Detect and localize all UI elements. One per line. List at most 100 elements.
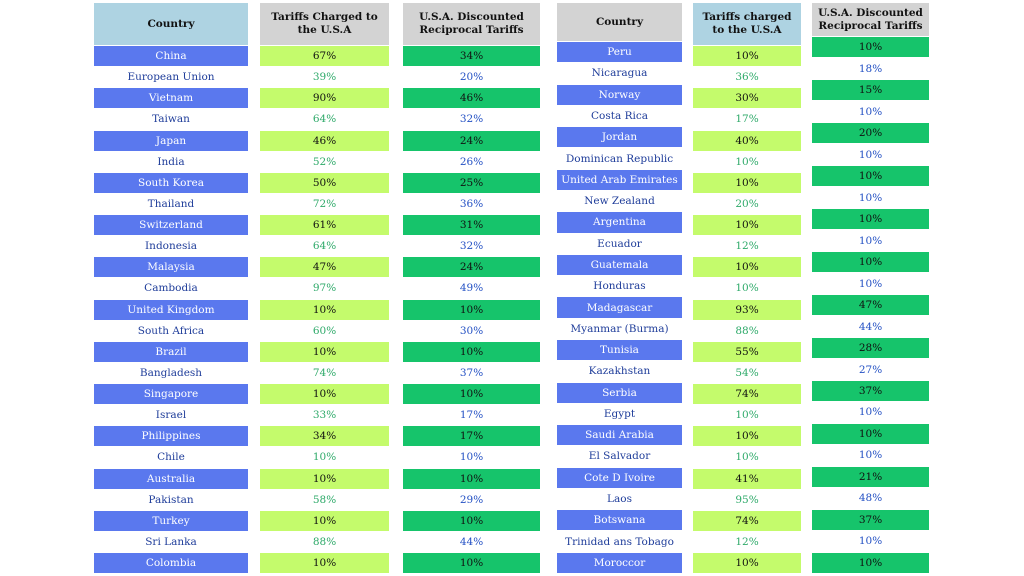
discounted-tariff-cell: 10% <box>812 164 929 187</box>
country-cell: Costa Rica <box>557 104 682 127</box>
country-cell: Cote D Ivoire <box>557 466 682 488</box>
discounted-tariff-cell: 44% <box>812 315 929 337</box>
left-discounted-column: U.S.A. Discounted Reciprocal Tariffs 34%… <box>403 3 540 574</box>
charged-tariff-cell: 95% <box>693 488 801 510</box>
discounted-tariff-cell: 37% <box>812 508 929 531</box>
discounted-tariff-cell: 10% <box>812 272 929 294</box>
discounted-tariff-cell: 46% <box>403 87 540 109</box>
discounted-tariff-cell: 49% <box>403 277 540 299</box>
charged-tariff-cell: 67% <box>260 45 389 67</box>
charged-tariff-cell: 58% <box>260 488 389 510</box>
charged-tariff-cell: 39% <box>260 66 389 88</box>
left-country-rows: China European Union Vietnam Taiwan Japan Ind… <box>94 45 248 574</box>
left-discounted-header: U.S.A. Discounted Reciprocal Tariffs <box>403 3 540 45</box>
discounted-tariff-cell: 10% <box>812 422 929 445</box>
charged-tariff-cell: 10% <box>693 552 801 574</box>
discounted-tariff-cell: 47% <box>812 293 929 316</box>
country-cell: Egypt <box>557 402 682 425</box>
charged-tariff-cell: 10% <box>260 340 389 362</box>
country-cell: South Africa <box>94 319 248 341</box>
discounted-tariff-cell: 10% <box>812 551 929 574</box>
country-cell: Nicaragua <box>557 62 682 84</box>
charged-tariff-cell: 72% <box>260 192 389 214</box>
discounted-tariff-cell: 10% <box>403 467 540 489</box>
discounted-tariff-cell: 20% <box>812 121 929 144</box>
country-cell: Chile <box>94 446 248 468</box>
right-country-header: Country <box>557 3 682 41</box>
charged-tariff-cell: 10% <box>693 277 801 299</box>
charged-tariff-cell: 10% <box>260 383 389 405</box>
country-cell: China <box>94 45 248 67</box>
charged-tariff-cell: 17% <box>693 108 801 130</box>
discounted-tariff-cell: 24% <box>403 256 540 278</box>
discounted-tariff-cell: 18% <box>812 57 929 79</box>
charged-tariff-cell: 60% <box>260 319 389 341</box>
charged-tariff-cell: 88% <box>693 319 801 341</box>
country-cell: United Kingdom <box>94 298 248 320</box>
country-cell: Moroccor <box>557 551 682 574</box>
discounted-tariff-cell: 10% <box>812 143 929 165</box>
country-cell: Bangladesh <box>94 361 248 383</box>
charged-tariff-cell: 74% <box>260 361 389 383</box>
discounted-tariff-cell: 17% <box>403 404 540 426</box>
discounted-tariff-cell: 10% <box>403 552 540 574</box>
charged-tariff-cell: 10% <box>693 446 801 468</box>
right-country-rows: Peru Nicaragua Norway Costa Rica Jordan Domin… <box>557 41 682 574</box>
charged-tariff-cell: 10% <box>260 509 389 531</box>
country-cell: Singapore <box>94 383 248 405</box>
country-cell: Peru <box>557 41 682 63</box>
charged-tariff-cell: 10% <box>693 256 801 278</box>
discounted-tariff-cell: 10% <box>812 100 929 122</box>
discounted-tariff-cell: 27% <box>812 358 929 380</box>
discounted-tariff-cell: 21% <box>812 465 929 488</box>
discounted-tariff-cell: 17% <box>403 425 540 447</box>
charged-tariff-cell: 10% <box>693 214 801 236</box>
charged-tariff-cell: 64% <box>260 108 389 130</box>
country-cell: Brazil <box>94 340 248 362</box>
discounted-tariff-cell: 34% <box>403 45 540 67</box>
country-cell: Vietnam <box>94 87 248 109</box>
country-cell: Japan <box>94 129 248 151</box>
country-cell: Thailand <box>94 192 248 214</box>
charged-tariff-cell: 33% <box>260 404 389 426</box>
discounted-tariff-cell: 10% <box>403 298 540 320</box>
country-cell: Sri Lanka <box>94 530 248 552</box>
discounted-tariff-cell: 10% <box>812 444 929 466</box>
charged-tariff-cell: 10% <box>693 425 801 447</box>
discounted-tariff-cell: 28% <box>812 336 929 359</box>
discounted-tariff-cell: 10% <box>403 446 540 468</box>
right-charged-header: Tariffs charged to the U.S.A <box>693 3 801 45</box>
left-charged-rows: 67% 39% 90% 64% 46% 52% 50% 72% 61% 64% 47% 97% 10% 6… <box>260 45 389 574</box>
country-cell: Ecuador <box>557 232 682 254</box>
discounted-tariff-cell: 20% <box>403 66 540 88</box>
charged-tariff-cell: 10% <box>693 45 801 67</box>
country-cell: Guatemala <box>557 253 682 276</box>
discounted-tariff-cell: 10% <box>812 250 929 273</box>
charged-tariff-cell: 64% <box>260 235 389 257</box>
country-cell: United Arab Emirates <box>557 168 682 190</box>
left-country-column: Country China European Union Vietnam Taiwan… <box>94 3 248 574</box>
charged-tariff-cell: 20% <box>693 192 801 214</box>
left-charged-header: Tariffs Charged to the U.S.A <box>260 3 389 45</box>
country-cell: Indonesia <box>94 235 248 257</box>
discounted-tariff-cell: 29% <box>403 488 540 510</box>
discounted-tariff-cell: 30% <box>403 319 540 341</box>
discounted-tariff-cell: 10% <box>812 229 929 251</box>
charged-tariff-cell: 40% <box>693 129 801 151</box>
discounted-tariff-cell: 26% <box>403 150 540 172</box>
country-cell: Cambodia <box>94 277 248 299</box>
discounted-tariff-cell: 10% <box>403 340 540 362</box>
country-cell: Switzerland <box>94 214 248 236</box>
discounted-tariff-cell: 48% <box>812 487 929 509</box>
discounted-tariff-cell: 25% <box>403 171 540 193</box>
discounted-tariff-cell: 24% <box>403 129 540 151</box>
charged-tariff-cell: 54% <box>693 361 801 383</box>
charged-tariff-cell: 52% <box>260 150 389 172</box>
discounted-tariff-cell: 31% <box>403 214 540 236</box>
country-cell: Argentina <box>557 211 682 233</box>
country-cell: Philippines <box>94 425 248 447</box>
charged-tariff-cell: 90% <box>260 87 389 109</box>
right-discounted-header: U.S.A. Discounted Reciprocal Tariffs <box>812 3 929 36</box>
charged-tariff-cell: 12% <box>693 235 801 257</box>
charged-tariff-cell: 34% <box>260 425 389 447</box>
